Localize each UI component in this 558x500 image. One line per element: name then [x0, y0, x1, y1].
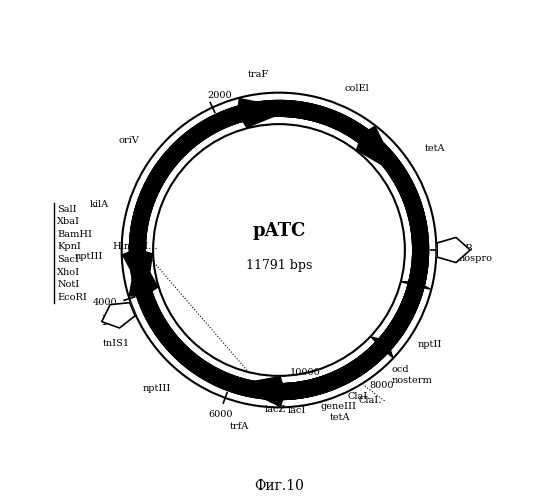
- Polygon shape: [437, 238, 470, 262]
- Text: HindIII...: HindIII...: [112, 242, 158, 252]
- Polygon shape: [129, 100, 426, 400]
- Text: KpnI: KpnI: [57, 242, 81, 252]
- Text: 8000: 8000: [369, 381, 393, 390]
- Polygon shape: [386, 282, 431, 340]
- Polygon shape: [271, 337, 393, 400]
- Text: XhoI: XhoI: [57, 268, 80, 276]
- Text: BamHI: BamHI: [57, 230, 92, 239]
- Text: lacZ: lacZ: [265, 406, 286, 414]
- Text: colEl: colEl: [344, 84, 369, 92]
- Text: tetA: tetA: [330, 412, 350, 422]
- Polygon shape: [129, 100, 429, 406]
- Text: kilA: kilA: [90, 200, 109, 209]
- Text: lacI: lacI: [287, 406, 306, 415]
- Text: nptIII: nptIII: [142, 384, 171, 394]
- Text: oriV: oriV: [118, 136, 139, 145]
- Text: 4000: 4000: [93, 298, 117, 307]
- Text: geneIII: geneIII: [321, 402, 357, 411]
- Text: Фиг.10: Фиг.10: [254, 479, 304, 493]
- Text: ClaI.: ClaI.: [347, 392, 371, 402]
- Polygon shape: [123, 100, 429, 400]
- Text: EcoRI: EcoRI: [57, 292, 87, 302]
- Text: SacI: SacI: [57, 255, 79, 264]
- Text: tetA: tetA: [425, 144, 445, 152]
- Text: traF: traF: [248, 70, 270, 80]
- Text: nptII: nptII: [417, 340, 442, 348]
- Text: XbaI: XbaI: [57, 217, 80, 226]
- Text: 10000: 10000: [290, 368, 320, 377]
- Text: SalI: SalI: [57, 204, 77, 214]
- Text: nptIII: nptIII: [75, 252, 103, 260]
- Polygon shape: [129, 98, 429, 400]
- Text: ocd
nosterm: ocd nosterm: [392, 366, 432, 385]
- Text: RB
nospro: RB nospro: [458, 244, 492, 263]
- Text: 11791 bps: 11791 bps: [246, 259, 312, 272]
- Text: pATC: pATC: [252, 222, 306, 240]
- Text: tnIS1: tnIS1: [103, 339, 129, 348]
- Text: LB: LB: [101, 316, 118, 328]
- Text: trfA: trfA: [230, 422, 249, 430]
- Text: ClaI.: ClaI.: [358, 396, 382, 406]
- Polygon shape: [102, 302, 135, 328]
- Text: 6000: 6000: [209, 410, 233, 418]
- Text: NotI: NotI: [57, 280, 79, 289]
- Polygon shape: [129, 100, 429, 400]
- Text: 2000: 2000: [207, 92, 232, 100]
